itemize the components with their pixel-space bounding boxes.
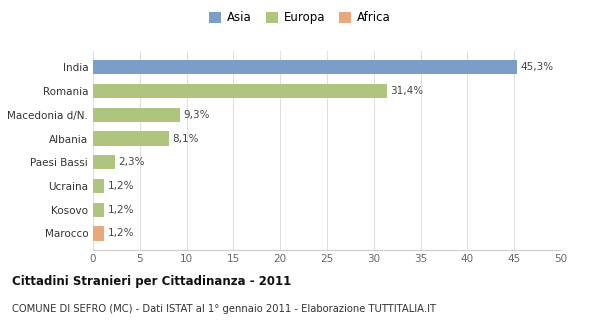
Text: 1,2%: 1,2% xyxy=(108,181,134,191)
Bar xyxy=(93,203,104,217)
Text: 8,1%: 8,1% xyxy=(173,133,199,144)
Bar xyxy=(93,132,169,146)
Bar xyxy=(93,155,115,169)
Text: 9,3%: 9,3% xyxy=(184,110,210,120)
Text: 31,4%: 31,4% xyxy=(391,86,424,96)
Bar xyxy=(93,108,180,122)
Legend: Asia, Europa, Africa: Asia, Europa, Africa xyxy=(207,9,393,27)
Text: 45,3%: 45,3% xyxy=(521,62,554,72)
Bar xyxy=(93,60,517,75)
Bar xyxy=(93,84,387,98)
Text: Cittadini Stranieri per Cittadinanza - 2011: Cittadini Stranieri per Cittadinanza - 2… xyxy=(12,275,291,288)
Bar xyxy=(93,226,104,241)
Text: 2,3%: 2,3% xyxy=(118,157,145,167)
Text: 1,2%: 1,2% xyxy=(108,205,134,215)
Bar xyxy=(93,179,104,193)
Text: COMUNE DI SEFRO (MC) - Dati ISTAT al 1° gennaio 2011 - Elaborazione TUTTITALIA.I: COMUNE DI SEFRO (MC) - Dati ISTAT al 1° … xyxy=(12,304,436,314)
Text: 1,2%: 1,2% xyxy=(108,228,134,238)
